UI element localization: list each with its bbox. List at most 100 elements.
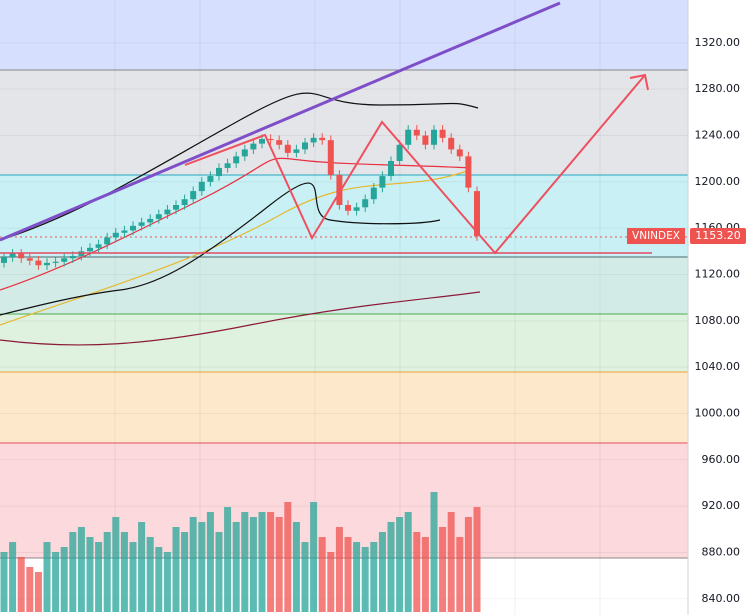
zone	[0, 70, 688, 175]
candle-body	[52, 261, 59, 263]
volume-bar	[421, 537, 429, 612]
candle-body	[173, 205, 179, 210]
zigzag	[184, 74, 646, 255]
arrow-head	[629, 73, 649, 91]
y-tick-label: 1120.00	[695, 267, 741, 280]
y-tick-label: 1080.00	[695, 314, 741, 327]
candle-body	[327, 140, 334, 175]
y-tick-label: 1280.00	[695, 82, 741, 95]
volume-bar	[267, 512, 275, 612]
candle-body	[388, 160, 394, 177]
volume	[0, 492, 481, 612]
axis-labels: 840.00 880.00 920.00 960.00 1000.00 1040.00 10…	[695, 36, 741, 605]
candle-body	[69, 255, 76, 259]
candle-body	[224, 163, 231, 168]
volume-bar	[232, 522, 240, 612]
volume-bar	[292, 522, 300, 612]
volume-bar	[112, 517, 120, 612]
candles	[1, 125, 480, 270]
volume-bar	[146, 537, 154, 612]
candle-body	[181, 199, 188, 205]
volume-bar	[396, 517, 404, 612]
candle-body	[26, 258, 33, 261]
candle-body	[310, 137, 317, 143]
y-tick-label: 840.00	[702, 592, 741, 605]
volume-bar	[77, 527, 85, 612]
candle-body	[448, 137, 455, 150]
volume-bar	[120, 532, 128, 612]
zone	[0, 0, 688, 70]
volume-bar	[241, 512, 249, 612]
candle-body	[241, 149, 248, 157]
volume-bar	[155, 547, 163, 612]
volume-bar	[34, 572, 42, 612]
price-tag: VNINDEX 1153.20	[627, 228, 746, 245]
volume-bar	[189, 517, 197, 612]
volume-bar	[439, 527, 447, 612]
candle-body	[362, 199, 369, 208]
candle-body	[431, 129, 437, 145]
candle-body	[284, 144, 291, 153]
volume-bar	[163, 552, 171, 612]
volume-bar	[103, 532, 111, 612]
volume-bar	[473, 507, 481, 612]
y-tick-label: 880.00	[702, 545, 741, 558]
volume-bar	[60, 547, 68, 612]
candle-body	[259, 138, 265, 144]
candle-body	[87, 247, 93, 252]
candle-body	[353, 207, 360, 211]
volume-bar	[378, 532, 386, 612]
y-tick-label: 1320.00	[695, 36, 741, 49]
candle-body	[302, 142, 308, 150]
volume-bar	[258, 512, 266, 612]
candle-body	[121, 230, 128, 233]
candle-body	[18, 253, 25, 259]
volume-bar	[69, 532, 77, 612]
candle-body	[474, 191, 480, 237]
candle-body	[130, 225, 136, 231]
candle-body	[190, 191, 197, 200]
volume-bar	[0, 552, 8, 612]
candle-body	[104, 237, 111, 245]
candle-body	[422, 135, 429, 145]
candle-body	[456, 149, 463, 157]
y-tick-label: 1040.00	[695, 360, 741, 373]
volume-bar	[17, 557, 25, 612]
price-axis	[688, 0, 754, 615]
volume-bar	[404, 512, 412, 612]
candle-body	[465, 156, 472, 188]
candle-body	[267, 138, 274, 141]
volume-bar	[361, 547, 369, 612]
candle-body	[207, 176, 214, 182]
zone	[0, 372, 688, 443]
trend-line	[0, 1, 561, 242]
candle-body	[61, 258, 68, 262]
candle-body	[9, 253, 16, 258]
candle-body	[345, 205, 351, 211]
volume-bar	[52, 552, 60, 612]
volume-bar	[9, 542, 17, 612]
zone	[0, 257, 688, 314]
volume-bar	[129, 542, 137, 612]
tag-value-bg	[690, 228, 746, 245]
y-tick-label: 960.00	[702, 453, 741, 466]
indicators	[0, 92, 688, 346]
y-tick-label: 1240.00	[695, 129, 741, 142]
candle-body	[250, 143, 257, 150]
candle-body	[276, 140, 283, 145]
candle-body	[216, 167, 222, 177]
volume-bar	[335, 527, 343, 612]
tag-value: 1153.20	[695, 229, 741, 242]
candle-body	[44, 262, 50, 266]
zone	[0, 314, 688, 372]
volume-bar	[370, 542, 378, 612]
volume-bar	[344, 537, 352, 612]
volume-bar	[353, 542, 361, 612]
drawings	[0, 1, 652, 255]
volume-bar	[430, 492, 438, 612]
candle-body	[405, 129, 412, 145]
candle-body	[370, 187, 377, 200]
volume-bar	[206, 512, 214, 612]
zones	[0, 0, 688, 559]
y-tick-label: 1000.00	[695, 406, 741, 419]
